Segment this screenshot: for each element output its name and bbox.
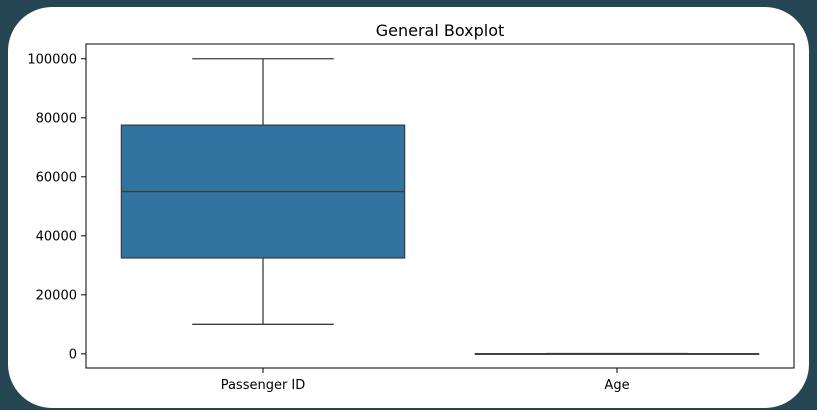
chart-title: General Boxplot bbox=[376, 21, 505, 40]
y-tick-label: 40000 bbox=[36, 229, 77, 244]
plot-area: 0 20000 40000 60000 80000 100000 Passenger ID A… bbox=[27, 43, 795, 393]
y-tick-label: 20000 bbox=[36, 288, 77, 303]
x-tick-label: Age bbox=[604, 378, 629, 393]
y-tick-label: 0 bbox=[69, 347, 77, 362]
plot-frame bbox=[85, 43, 795, 369]
y-tick-label: 100000 bbox=[27, 52, 77, 67]
y-tick-label: 80000 bbox=[36, 111, 77, 126]
x-tick-label: Passenger ID bbox=[221, 378, 306, 393]
y-tick-label: 60000 bbox=[36, 170, 77, 185]
